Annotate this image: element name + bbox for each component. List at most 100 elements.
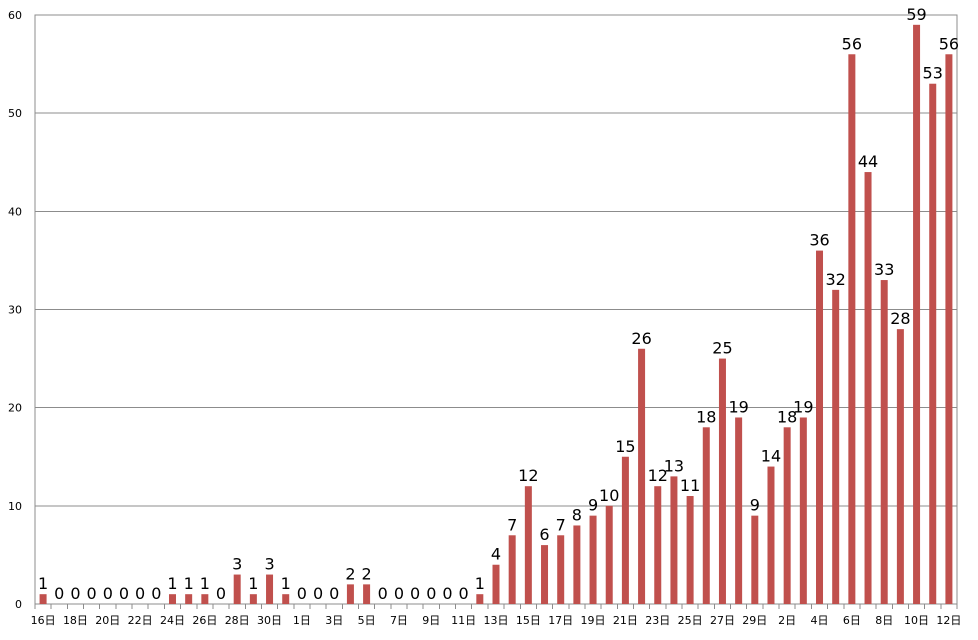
bar (573, 525, 581, 604)
data-label: 7 (556, 515, 566, 534)
bar (702, 427, 710, 604)
data-label: 59 (906, 5, 926, 24)
bar (638, 348, 646, 604)
bar (929, 83, 937, 604)
x-tick-label: 17日 (548, 614, 573, 627)
bar (654, 486, 662, 604)
data-label: 32 (826, 270, 846, 289)
y-tick-label: 30 (8, 304, 22, 317)
data-label: 0 (54, 584, 64, 603)
bar (524, 486, 532, 604)
data-label: 28 (890, 309, 910, 328)
data-label: 9 (588, 496, 598, 515)
data-label: 2 (362, 564, 372, 583)
data-label: 15 (615, 437, 635, 456)
data-label: 56 (939, 34, 959, 53)
bar (557, 535, 565, 604)
data-label: 10 (599, 486, 619, 505)
bar (266, 574, 274, 604)
x-tick-label: 27日 (710, 614, 735, 627)
data-label: 0 (135, 584, 145, 603)
x-tick-label: 24日 (160, 614, 185, 627)
x-tick-label: 6日 (843, 614, 861, 627)
bar (363, 584, 371, 604)
x-tick-label: 9日 (422, 614, 440, 627)
data-label: 1 (167, 574, 177, 593)
bar (751, 515, 759, 604)
data-label: 19 (793, 397, 813, 416)
x-tick-label: 15日 (516, 614, 541, 627)
x-tick-label: 13日 (484, 614, 509, 627)
data-label: 0 (426, 584, 436, 603)
data-label: 19 (728, 397, 748, 416)
x-tick-label: 3日 (325, 614, 343, 627)
data-label: 7 (507, 515, 517, 534)
data-label: 0 (87, 584, 97, 603)
data-label: 12 (648, 466, 668, 485)
x-tick-label: 30日 (257, 614, 282, 627)
x-tick-label: 22日 (128, 614, 153, 627)
x-tick-label: 7日 (390, 614, 408, 627)
bar (492, 564, 500, 604)
x-tick-label: 29日 (742, 614, 767, 627)
bar (799, 417, 807, 604)
x-tick-label: 19日 (581, 614, 606, 627)
bar (168, 594, 176, 604)
x-tick-label: 12日 (936, 614, 961, 627)
x-tick-label: 23日 (645, 614, 670, 627)
data-label: 1 (38, 574, 48, 593)
data-label: 13 (664, 456, 684, 475)
data-label: 0 (216, 584, 226, 603)
bar (864, 172, 872, 605)
bar (39, 594, 47, 604)
data-label: 0 (394, 584, 404, 603)
data-label: 9 (750, 496, 760, 515)
bar (185, 594, 193, 604)
data-label: 8 (572, 505, 582, 524)
bar (249, 594, 257, 604)
y-tick-label: 50 (8, 107, 22, 120)
bar (670, 476, 678, 604)
x-tick-label: 5日 (358, 614, 376, 627)
data-label: 53 (923, 64, 943, 83)
x-tick-label: 18日 (63, 614, 88, 627)
data-label: 18 (777, 407, 797, 426)
bar (541, 545, 549, 604)
bar (945, 54, 953, 605)
bar (589, 515, 597, 604)
bar (605, 505, 613, 604)
data-label: 12 (518, 466, 538, 485)
data-label: 4 (491, 545, 501, 564)
data-label: 44 (858, 152, 878, 171)
y-tick-label: 40 (8, 205, 22, 218)
bar (880, 280, 888, 604)
data-label: 6 (539, 525, 549, 544)
bar (767, 466, 775, 604)
bar (718, 358, 726, 604)
data-label: 2 (345, 564, 355, 583)
x-tick-label: 1日 (293, 614, 311, 627)
bar (346, 584, 354, 604)
y-tick-label: 10 (8, 500, 22, 513)
x-tick-label: 10日 (904, 614, 929, 627)
data-label: 0 (103, 584, 113, 603)
data-label: 1 (281, 574, 291, 593)
data-label: 0 (459, 584, 469, 603)
data-label: 33 (874, 260, 894, 279)
data-label: 0 (119, 584, 129, 603)
x-tick-label: 21日 (613, 614, 638, 627)
data-label: 18 (696, 407, 716, 426)
y-tick-label: 0 (15, 598, 22, 611)
data-label: 11 (680, 476, 700, 495)
x-tick-label: 11日 (451, 614, 476, 627)
x-tick-label: 2日 (778, 614, 796, 627)
data-label: 0 (151, 584, 161, 603)
y-tick-label: 20 (8, 402, 22, 415)
bar (848, 54, 856, 605)
y-tick-label: 60 (8, 9, 22, 22)
data-label: 0 (329, 584, 339, 603)
data-label: 0 (442, 584, 452, 603)
data-label: 0 (313, 584, 323, 603)
